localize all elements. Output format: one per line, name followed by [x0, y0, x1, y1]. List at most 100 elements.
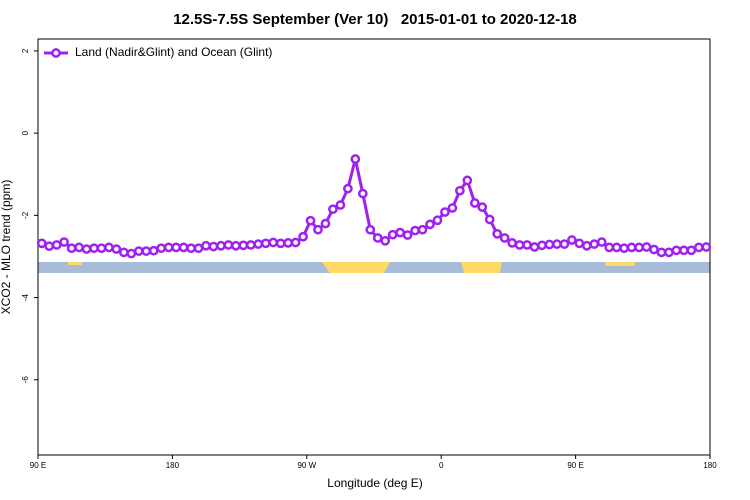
point	[350, 154, 361, 164]
point	[74, 242, 84, 253]
point	[701, 242, 712, 252]
point	[544, 239, 555, 250]
point	[119, 247, 129, 258]
point	[290, 237, 301, 248]
x-axis-label: Longitude (deg E)	[327, 476, 422, 490]
point	[148, 245, 159, 256]
point	[372, 233, 383, 243]
point	[492, 228, 503, 239]
point	[171, 242, 181, 253]
point	[268, 237, 279, 248]
point	[425, 219, 435, 230]
land-strip	[605, 262, 635, 266]
point	[59, 237, 69, 247]
point	[552, 239, 562, 249]
point	[686, 245, 697, 256]
land-strip	[461, 262, 502, 273]
x-tick-label: 0	[439, 461, 444, 470]
point	[619, 243, 629, 254]
point	[581, 240, 592, 251]
x-tick-label: 180	[166, 461, 180, 470]
point	[163, 242, 174, 253]
point	[417, 224, 428, 235]
point	[89, 243, 99, 254]
point	[44, 241, 55, 252]
point	[499, 233, 510, 243]
point	[298, 231, 308, 242]
point	[626, 242, 637, 253]
point	[455, 185, 465, 196]
point	[81, 244, 92, 254]
point	[522, 240, 532, 250]
point	[656, 247, 667, 258]
point	[335, 200, 346, 210]
point	[567, 235, 577, 245]
point	[514, 240, 525, 250]
point	[507, 238, 517, 248]
point	[216, 240, 226, 251]
point	[126, 248, 137, 259]
point	[529, 242, 540, 252]
point	[693, 242, 704, 253]
point	[283, 238, 293, 248]
point	[559, 239, 570, 249]
point	[313, 224, 323, 235]
point	[574, 238, 585, 249]
point	[380, 235, 391, 246]
point	[402, 230, 413, 240]
point	[634, 242, 644, 253]
point	[596, 237, 607, 247]
point	[193, 243, 204, 254]
x-tick-label: 90 E	[30, 461, 46, 470]
x-tick-label: 180	[703, 461, 717, 470]
land-strip	[322, 262, 390, 273]
point	[664, 247, 674, 258]
point	[320, 218, 331, 229]
land-band	[38, 262, 710, 273]
point	[671, 245, 682, 256]
point	[410, 225, 420, 236]
point	[238, 240, 249, 251]
point	[395, 227, 405, 238]
point	[275, 238, 286, 249]
point	[231, 240, 241, 251]
point	[387, 229, 398, 240]
point	[343, 183, 353, 194]
point	[469, 198, 480, 208]
point	[328, 204, 338, 215]
point	[365, 224, 376, 235]
point	[432, 215, 443, 226]
point	[201, 240, 211, 251]
point	[208, 241, 219, 252]
point	[178, 242, 189, 253]
y-tick-label: 0	[21, 130, 30, 135]
point	[604, 242, 615, 253]
point	[641, 242, 652, 252]
legend-marker	[51, 48, 61, 58]
point	[223, 240, 234, 250]
point	[66, 243, 77, 254]
point	[679, 245, 689, 256]
point	[156, 243, 167, 254]
point	[447, 203, 458, 213]
point	[36, 238, 47, 249]
land-strip	[68, 262, 82, 265]
chart-title: 12.5S-7.5S September (Ver 10) 2015-01-01…	[173, 11, 577, 28]
point	[111, 244, 122, 254]
point	[357, 188, 368, 199]
point	[260, 238, 271, 249]
point	[589, 239, 600, 249]
point	[186, 243, 196, 254]
point	[305, 215, 316, 226]
y-tick-label: -2	[21, 211, 30, 219]
point	[462, 175, 473, 186]
point	[245, 240, 256, 250]
point	[253, 239, 264, 249]
legend-label: Land (Nadir&Glint) and Ocean (Glint)	[75, 45, 272, 59]
point	[96, 243, 107, 254]
y-tick-label: -4	[21, 293, 30, 301]
point	[104, 242, 114, 253]
point	[477, 202, 488, 212]
point	[51, 240, 62, 250]
